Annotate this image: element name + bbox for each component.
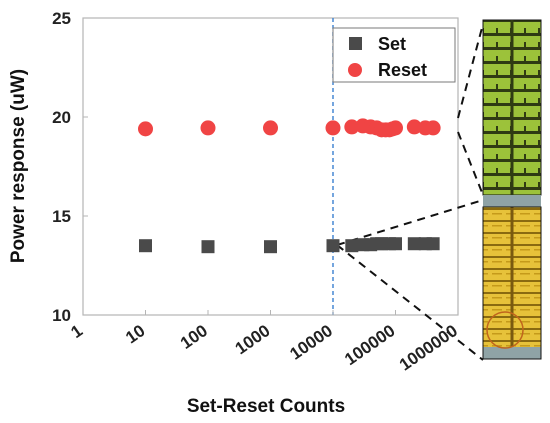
set-point [345,239,359,253]
set-point [407,237,421,251]
x-tick-label: 1000 [232,321,274,358]
legend: Set Reset [332,27,456,83]
highlight-circle [486,311,524,349]
x-tick-label: 100000 [341,321,398,369]
y-tick-label: 20 [52,108,71,127]
x-tick-label: 1000000 [396,321,461,375]
data-marks [138,118,441,254]
set-point [264,240,277,254]
set-point [139,239,152,253]
reset-point [425,120,441,136]
y-axis-title: Power response (uW) [8,69,29,263]
set-point [426,237,440,251]
legend-reset-label: Reset [378,60,427,80]
x-axis-title: Set-Reset Counts [187,396,345,417]
micrograph-inset [482,19,542,360]
y-axis-ticks: 10 15 20 25 [52,9,88,325]
y-tick-label: 25 [52,9,71,28]
zoom-connector-lines [336,23,484,361]
y-tick-label: 10 [52,306,71,325]
reset-point [325,120,341,136]
reset-point [138,121,153,137]
reset-point [406,119,422,135]
x-tick-label: 10000 [286,321,336,364]
reset-point [263,120,278,136]
reset-point [200,120,216,136]
reset-point [388,120,403,136]
reset-point [344,119,360,135]
legend-set-marker [349,37,362,50]
set-point [326,239,340,253]
legend-set-label: Set [378,34,406,54]
set-point [201,240,215,254]
y-tick-label: 15 [52,207,71,226]
legend-reset-marker [348,63,362,77]
set-point [389,237,402,251]
x-tick-label: 100 [177,321,211,353]
x-tick-label: 10 [122,321,148,347]
